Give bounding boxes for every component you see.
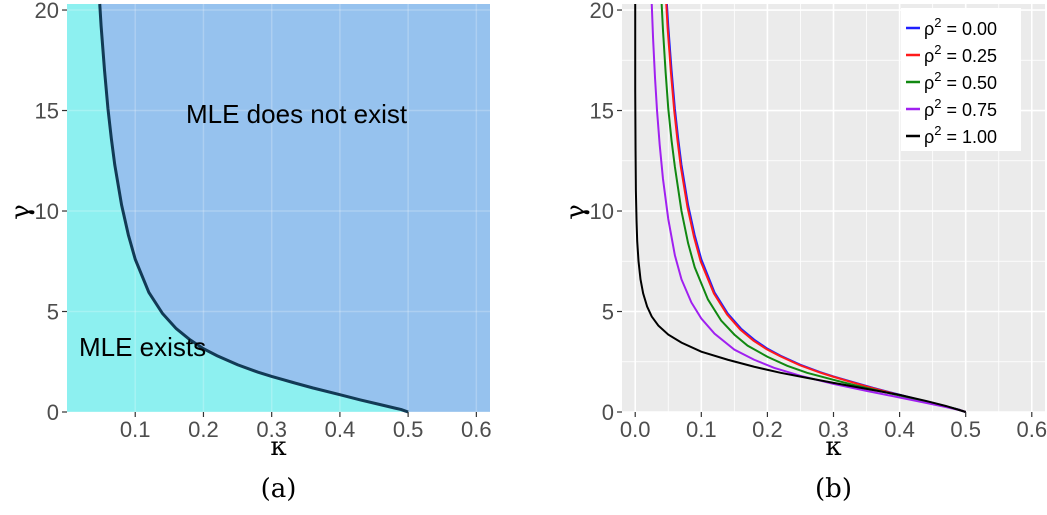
y-axis-title: γ: [6, 204, 36, 220]
x-tick-label: 0.5: [950, 417, 981, 442]
x-axis-title: κ: [270, 432, 286, 462]
legend-value: = 0.25: [941, 46, 997, 66]
y-tick-label: 5: [602, 300, 614, 325]
x-tick-label: 0.1: [120, 417, 151, 442]
x-tick-label: 0.6: [1016, 417, 1047, 442]
x-tick-label: 0.0: [620, 417, 651, 442]
legend-symbol: ρ: [924, 127, 934, 147]
panel-caption: (a): [261, 474, 297, 504]
label-mle-exists: MLE exists: [79, 332, 206, 362]
x-tick-label: 0.1: [686, 417, 717, 442]
y-axis-title: γ: [561, 204, 591, 220]
legend-label-0: ρ2 = 0.00: [924, 15, 997, 39]
legend-label-2: ρ2 = 0.50: [924, 69, 997, 93]
legend-box: [901, 8, 1021, 151]
x-tick-label: 0.4: [884, 417, 915, 442]
legend-superscript: 2: [934, 42, 941, 57]
panel-a-chart: MLE exists MLE does not exist 0.1 0.2 0.3 0.4…: [6, 0, 492, 504]
y-tick-label: 0: [602, 400, 614, 425]
legend-symbol: ρ: [924, 100, 934, 120]
y-tick-label: 10: [35, 199, 59, 224]
x-tick-label: 0.2: [752, 417, 783, 442]
legend-symbol: ρ: [924, 46, 934, 66]
y-tick-label: 0: [47, 400, 59, 425]
x-axis-title: κ: [825, 432, 841, 462]
y-tick-label: 15: [590, 99, 614, 124]
x-tick-label: 0.3: [256, 417, 287, 442]
x-tick-label: 0.4: [325, 417, 356, 442]
legend-value: = 1.00: [941, 127, 997, 147]
region-mle-exists: [67, 4, 409, 412]
legend-value: = 0.50: [941, 73, 997, 93]
y-tick-label: 15: [35, 99, 59, 124]
y-tick-label: 20: [35, 0, 59, 23]
legend-value: = 0.75: [941, 100, 997, 120]
label-mle-not-exist: MLE does not exist: [186, 99, 408, 129]
legend-label-4: ρ2 = 1.00: [924, 123, 997, 147]
legend-label-1: ρ2 = 0.25: [924, 42, 997, 66]
series-line-3: [650, 3, 966, 413]
legend-superscript: 2: [934, 96, 941, 111]
panel-caption: (b): [815, 474, 852, 504]
x-tick-label: 0.3: [818, 417, 849, 442]
legend-symbol: ρ: [924, 19, 934, 39]
y-tick-label: 10: [590, 199, 614, 224]
legend-value: = 0.00: [941, 19, 997, 39]
y-tick-label: 5: [47, 300, 59, 325]
legend-symbol: ρ: [924, 73, 934, 93]
x-tick-label: 0.6: [461, 417, 492, 442]
legend-label-3: ρ2 = 0.75: [924, 96, 997, 120]
legend-superscript: 2: [934, 15, 941, 30]
legend-superscript: 2: [934, 123, 941, 138]
x-tick-label: 0.2: [188, 417, 219, 442]
boundary-line: [98, 3, 409, 414]
x-tick-label: 0.5: [393, 417, 424, 442]
legend-superscript: 2: [934, 69, 941, 84]
y-tick-label: 20: [590, 0, 614, 23]
series-line-4: [634, 4, 966, 413]
